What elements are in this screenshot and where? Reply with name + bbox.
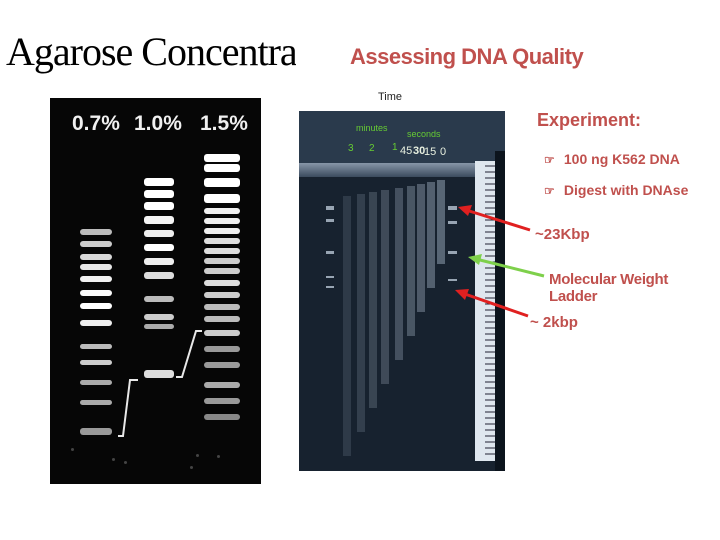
experiment-bullet-1-text: 100 ng K562 DNA <box>564 151 680 167</box>
experiment-bullet-2: ☞ Digest with DNAse <box>544 182 688 198</box>
callout-2kbp: ~ 2kbp <box>530 314 578 331</box>
arrow-ladder <box>468 254 544 276</box>
callout-molecular-weight-ladder: Molecular Weight Ladder <box>549 271 720 305</box>
experiment-bullet-2-text: Digest with DNAse <box>564 182 688 198</box>
pointing-hand-icon: ☞ <box>544 184 560 198</box>
arrow-2kbp <box>455 289 528 316</box>
experiment-title: Experiment: <box>537 110 641 131</box>
experiment-bullet-1: ☞ 100 ng K562 DNA <box>544 151 680 167</box>
pointing-hand-icon: ☞ <box>544 153 560 167</box>
callout-23kbp: ~23Kbp <box>535 226 590 243</box>
arrow-23kbp <box>458 205 530 230</box>
